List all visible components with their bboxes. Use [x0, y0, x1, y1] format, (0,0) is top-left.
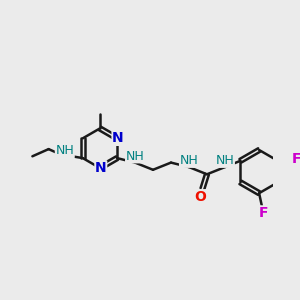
Text: NH: NH [56, 144, 74, 158]
Text: N: N [95, 161, 106, 175]
Text: NH: NH [216, 154, 234, 167]
Text: NH: NH [180, 154, 198, 167]
Text: O: O [195, 190, 207, 204]
Text: F: F [292, 152, 300, 166]
Text: N: N [112, 131, 124, 145]
Text: F: F [259, 206, 268, 220]
Text: NH: NH [126, 150, 144, 163]
